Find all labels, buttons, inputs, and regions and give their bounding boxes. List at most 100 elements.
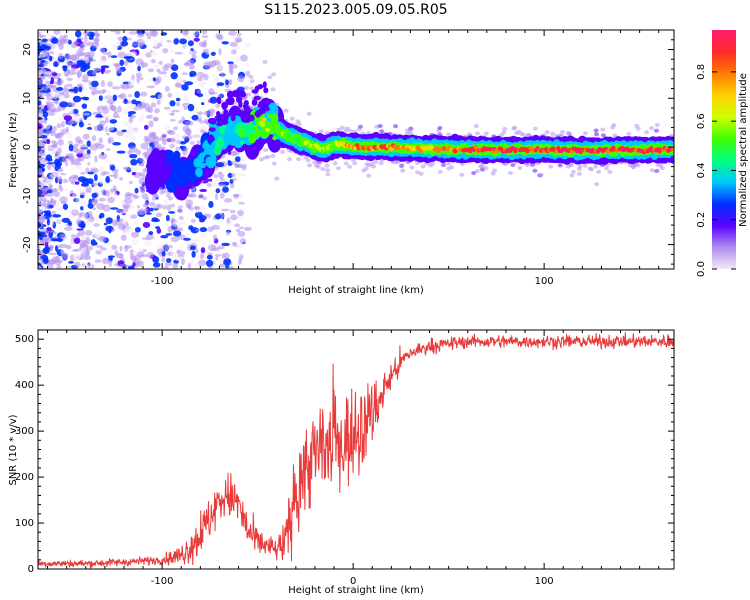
spectrogram-cell	[128, 93, 132, 98]
spectrogram-cell	[90, 80, 99, 88]
spectrogram-cell	[483, 166, 489, 171]
spectrogram-cell	[538, 172, 544, 177]
spectrogram-cell	[46, 101, 54, 108]
spectrogram-cell	[103, 114, 111, 120]
spectrogram-cell	[48, 231, 53, 239]
spectrogram-cell	[119, 59, 125, 66]
spectrogram-ridge-cell	[159, 154, 167, 165]
colorbar-tick-label: 0.6	[696, 113, 707, 129]
spectrogram-cell	[190, 227, 199, 234]
snr-x-tick-label: -100	[151, 576, 174, 587]
spectrogram-cell	[199, 232, 206, 238]
spectrogram-cell	[280, 149, 286, 154]
spectrogram-cell	[45, 80, 50, 85]
spectrogram-cell	[225, 97, 234, 106]
spectrogram-cell	[47, 83, 53, 89]
spectrogram-cell	[39, 235, 43, 241]
spectrogram-cell	[352, 161, 358, 166]
spectrogram-cell	[161, 189, 167, 194]
spectrogram-cell	[48, 244, 54, 250]
spectrogram-cell	[262, 81, 267, 88]
spectrogram-cell	[100, 65, 110, 69]
spectrogram-cell	[221, 242, 231, 247]
spectrogram-cell	[227, 265, 234, 269]
spectrogram-cell	[183, 94, 190, 103]
spectrogram-cell	[163, 124, 170, 130]
spectrogram-cell	[364, 162, 370, 167]
spectrogram-cell	[265, 155, 271, 160]
spectrogram-cell	[235, 39, 243, 43]
spectrogram-cell	[154, 108, 160, 114]
colorbar-label: Normalized spectral amplitude	[738, 73, 749, 227]
spectrogram-cell	[263, 147, 269, 152]
spectrogram-cell	[127, 266, 132, 269]
spectrogram-cell	[130, 231, 140, 238]
spectrogram-cell	[45, 210, 52, 217]
spectrogram-cell	[234, 156, 241, 163]
spectrogram-cell	[532, 126, 538, 131]
spectrogram-cell	[127, 52, 132, 57]
spectrogram-cell	[508, 171, 514, 176]
spectrogram-cell	[185, 231, 190, 238]
spectrogram-cell	[199, 253, 205, 260]
spectrogram-cell	[79, 212, 85, 217]
spectrogram-cell	[130, 50, 137, 57]
spectrogram-cell	[113, 123, 118, 128]
spectrogram-cell	[155, 226, 161, 229]
spectrogram-cell	[50, 77, 55, 84]
spectrogram-cell	[203, 73, 209, 81]
spectrogram-cell	[228, 63, 234, 70]
spectrogram-cell	[151, 212, 156, 216]
spectrogram-cell	[214, 78, 218, 83]
spectrogram-cell	[187, 135, 193, 140]
spectrogram-cell	[48, 51, 55, 55]
spectrogram-cell	[147, 33, 152, 40]
spectrogram-cell	[559, 130, 565, 135]
spectrogram-ridge-cell	[265, 127, 271, 133]
spectrogram-cell	[79, 144, 88, 151]
spectrogram-cell	[59, 186, 63, 192]
spectrogram-cell	[119, 40, 129, 47]
spectrogram-cell	[166, 39, 172, 43]
spectrogram-cell	[72, 253, 81, 260]
spectrogram-cell	[145, 136, 150, 141]
spectrogram-cell	[611, 123, 617, 128]
spectrogram-cell	[170, 203, 176, 208]
spectrogram-cell	[274, 176, 280, 181]
spectrogram-cell	[93, 37, 100, 43]
spectrogram-cell	[51, 72, 58, 77]
spectrogram-cell	[229, 262, 233, 266]
spectrogram-cell	[492, 168, 498, 173]
spectrogram-cell	[644, 130, 650, 135]
spectrogram-cell	[86, 245, 94, 251]
spectrogram-cell	[216, 115, 221, 122]
spectrogram-cell	[371, 164, 377, 169]
spectrogram-cell	[84, 35, 88, 43]
spectrogram-cell	[205, 259, 214, 267]
spectrogram-cell	[170, 251, 178, 258]
spectrogram-cell	[246, 92, 252, 97]
spectrogram-cell	[83, 217, 92, 226]
spectrogram-cell	[69, 109, 75, 113]
spectrogram-cell	[115, 69, 123, 74]
spectrogram-cell	[151, 217, 159, 222]
spectrogram-cell	[105, 175, 110, 184]
spectrogram-cell	[189, 245, 196, 251]
spectrogram-cell	[42, 49, 50, 55]
spectrogram-cell	[64, 73, 69, 77]
spectrogram-cell	[58, 38, 68, 44]
spectrogram-cell	[182, 79, 186, 83]
spectrogram-cell	[148, 231, 154, 236]
spectrogram-cell	[249, 86, 255, 91]
spectrogram-cell	[206, 183, 212, 188]
spectrogram-cell	[43, 210, 47, 213]
spectrogram-cell	[74, 162, 82, 166]
spectrogram-cell	[178, 227, 184, 232]
spectrogram-cell	[164, 85, 170, 92]
spectrogram-cell	[210, 74, 215, 77]
spectrogram-cell	[196, 140, 202, 145]
spectrogram-cell	[80, 247, 87, 255]
spectrogram-cell	[123, 197, 133, 204]
spectrogram-cell	[234, 223, 240, 228]
